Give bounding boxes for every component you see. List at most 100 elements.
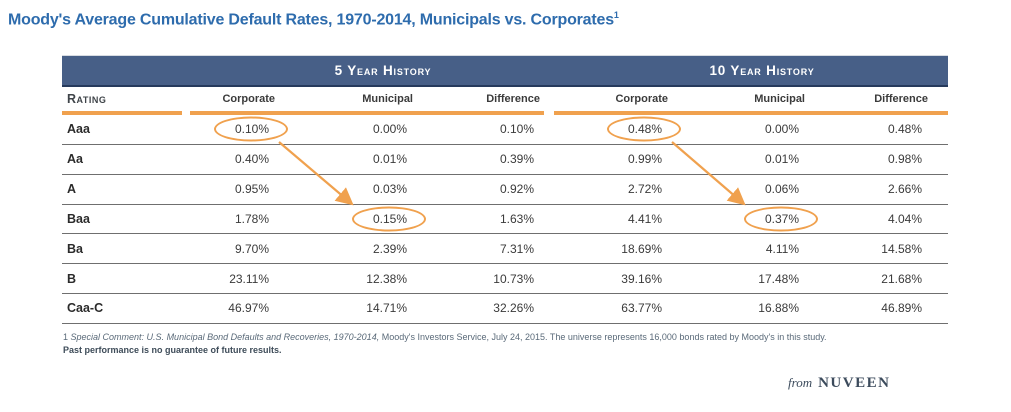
group-header-10-year: 10 Year History — [709, 63, 815, 78]
value-cell: 0.03% — [287, 175, 425, 204]
cell-value: 18.69% — [621, 241, 662, 256]
value-cell: 0.00% — [680, 115, 817, 144]
value-cell: 0.95% — [190, 175, 287, 204]
cell-value: 14.71% — [366, 301, 407, 316]
orange-rule-segment-5yr — [190, 111, 544, 115]
table-row-baa: Baa 1.78% 0.15% 1.63% 4.41% 0.37% 4.04% — [62, 205, 948, 235]
cell-value: 0.03% — [372, 182, 407, 197]
value-cell: 0.15% — [287, 205, 426, 234]
footnote-marker: 1 — [63, 332, 69, 342]
cell-value: 46.97% — [228, 301, 269, 316]
rating-label: Baa — [67, 211, 90, 226]
column-header-corporate-5yr: Corporate — [222, 93, 275, 105]
value-cell: 10.73% — [425, 264, 552, 293]
cell-value: 2.39% — [372, 241, 407, 256]
rating-label: Aa — [67, 152, 83, 167]
cell-value: 12.38% — [366, 271, 407, 286]
cell-value: 7.31% — [499, 241, 534, 256]
value-cell: 46.89% — [817, 294, 940, 323]
value-cell: 21.68% — [817, 264, 940, 293]
value-cell: 0.37% — [680, 205, 818, 234]
table-row-b: B 23.11% 12.38% 10.73% 39.16% 17.48% 21.… — [62, 264, 948, 295]
cell-value: 0.99% — [627, 152, 662, 167]
value-cell: 2.39% — [287, 234, 425, 263]
value-cell: 0.48% — [817, 115, 940, 144]
cell-value: 46.89% — [881, 301, 922, 316]
value-cell: 12.38% — [287, 264, 425, 293]
highlight-ellipse — [352, 206, 426, 232]
page-title: Moody's Average Cumulative Default Rates… — [8, 10, 619, 29]
column-header-municipal-10yr: Municipal — [754, 93, 805, 105]
cell-value: 4.04% — [887, 211, 922, 226]
value-cell: 0.98% — [817, 145, 940, 174]
value-cell: 0.99% — [552, 145, 680, 174]
value-cell: 4.04% — [817, 205, 940, 234]
value-cell: 4.11% — [680, 234, 817, 263]
cell-value: 0.48% — [887, 122, 922, 137]
value-cell: 0.10% — [425, 115, 552, 144]
table-row-aa: Aa 0.40% 0.01% 0.39% 0.99% 0.01% 0.98% — [62, 145, 948, 175]
rating-label: Aaa — [67, 122, 90, 137]
rating-label: A — [67, 182, 77, 197]
column-header-difference-5yr: Difference — [486, 93, 540, 105]
value-cell: 14.71% — [287, 294, 425, 323]
value-cell: 9.70% — [190, 234, 287, 263]
value-cell: 14.58% — [817, 234, 940, 263]
cell-value: 1.78% — [234, 211, 269, 226]
value-cell: 0.48% — [552, 115, 681, 144]
orange-rule-segment-10yr — [554, 111, 948, 115]
column-header-difference-10yr: Difference — [874, 93, 928, 105]
value-cell: 32.26% — [425, 294, 552, 323]
table-row-aaa: Aaa 0.10% 0.00% 0.10% 0.48% 0.00% 0.48% — [62, 115, 948, 145]
cell-value: 10.73% — [493, 271, 534, 286]
cell-value: 0.40% — [234, 152, 269, 167]
value-cell: 18.69% — [552, 234, 680, 263]
footnote-source-line: 1 Special Comment: U.S. Municipal Bond D… — [63, 331, 827, 344]
cell-value: 32.26% — [493, 301, 534, 316]
cell-value: 1.63% — [499, 211, 534, 226]
rating-label: Ba — [67, 241, 83, 256]
cell-value: 9.70% — [234, 241, 269, 256]
value-cell: 0.40% — [190, 145, 287, 174]
cell-value: 2.66% — [887, 182, 922, 197]
footnote-detail: Moody's Investors Service, July 24, 2015… — [381, 332, 827, 342]
value-cell: 39.16% — [552, 264, 680, 293]
cell-value: 0.95% — [234, 182, 269, 197]
value-cell: 23.11% — [190, 264, 287, 293]
cell-value: 14.58% — [881, 241, 922, 256]
value-cell: 0.06% — [680, 175, 817, 204]
column-header-municipal-5yr: Municipal — [362, 93, 413, 105]
cell-value: 0.01% — [372, 152, 407, 167]
cell-value: 0.01% — [764, 152, 799, 167]
value-cell: 46.97% — [190, 294, 287, 323]
brand-prefix: from — [788, 375, 813, 390]
cell-value: 2.72% — [627, 182, 662, 197]
nuveen-logo: from NUVEEN — [788, 374, 890, 392]
rating-label: Caa-C — [67, 301, 104, 316]
orange-header-rule — [62, 111, 948, 115]
cell-value: 17.48% — [758, 271, 799, 286]
orange-rule-segment-rating — [62, 111, 182, 115]
footnote-disclaimer: Past performance is no guarantee of futu… — [63, 344, 282, 355]
group-header-row: 5 Year History 10 Year History — [62, 55, 948, 87]
table-row-ba: Ba 9.70% 2.39% 7.31% 18.69% 4.11% 14.58% — [62, 234, 948, 265]
value-cell: 16.88% — [680, 294, 817, 323]
default-rates-table: 5 Year History 10 Year History Rating Co… — [62, 55, 948, 324]
value-cell: 1.78% — [190, 205, 287, 234]
title-footnote-marker: 1 — [613, 10, 619, 20]
value-cell: 0.00% — [287, 115, 425, 144]
value-cell: 1.63% — [425, 205, 552, 234]
value-cell: 0.01% — [680, 145, 817, 174]
cell-value: 0.06% — [764, 182, 799, 197]
cell-value: 39.16% — [621, 271, 662, 286]
value-cell: 63.77% — [552, 294, 680, 323]
value-cell: 0.92% — [425, 175, 552, 204]
cell-value: 0.10% — [499, 122, 534, 137]
value-cell: 2.66% — [817, 175, 940, 204]
column-header-rating: Rating — [67, 92, 107, 106]
highlight-ellipse — [744, 206, 818, 232]
cell-value: 0.98% — [887, 152, 922, 167]
value-cell: 0.39% — [425, 145, 552, 174]
value-cell: 7.31% — [425, 234, 552, 263]
